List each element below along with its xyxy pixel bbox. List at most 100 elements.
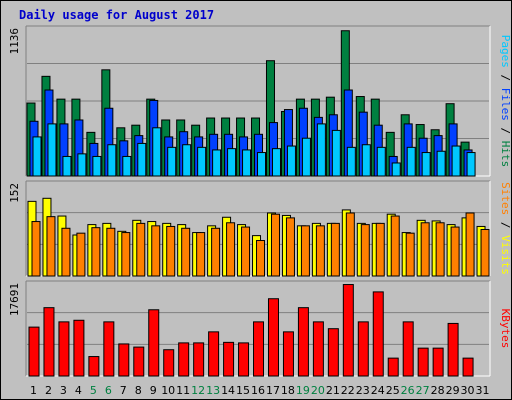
x-tick-label: 16	[251, 384, 265, 397]
x-tick-label: 12	[191, 384, 205, 397]
sites-bar	[46, 216, 56, 277]
legend-part-0-4: Hits	[499, 141, 511, 168]
kbytes-bar	[372, 291, 384, 377]
sites-bar	[151, 225, 161, 277]
sites-bar	[31, 221, 41, 277]
pages-bar	[152, 127, 162, 177]
x-tick-label: 6	[105, 384, 112, 397]
x-tick-label: 24	[371, 384, 385, 397]
pages-bar	[122, 155, 132, 177]
kbytes-bar	[223, 341, 235, 377]
x-tick-label: 30	[461, 384, 475, 397]
x-tick-label: 5	[90, 384, 97, 397]
pages-bar	[257, 152, 267, 177]
kbytes-bar	[208, 331, 220, 377]
y-max-label-0: 1136	[8, 28, 21, 55]
kbytes-bar	[267, 298, 279, 377]
x-tick-label: 27	[416, 384, 430, 397]
kbytes-bar	[282, 331, 294, 377]
sites-bar	[270, 213, 280, 277]
sites-bar	[405, 232, 415, 277]
legend-0: Pages / Files / Hits	[499, 35, 511, 168]
pages-bar	[47, 123, 57, 177]
pages-bar	[301, 137, 311, 177]
legend-1: Sites / Visits	[499, 182, 511, 275]
sites-bar	[420, 222, 430, 277]
sites-bar	[390, 215, 400, 277]
x-tick-label: 10	[161, 384, 175, 397]
pages-bar	[212, 149, 222, 177]
sites-bar	[121, 232, 131, 277]
kbytes-bar	[432, 347, 444, 377]
kbytes-bar	[118, 343, 130, 377]
pages-bar	[107, 144, 117, 177]
pages-bar	[451, 145, 461, 177]
legend-part-2-0: KBytes	[499, 309, 511, 349]
sites-bar	[211, 227, 221, 277]
sites-bar	[435, 222, 445, 277]
x-tick-label: 19	[296, 384, 310, 397]
kbytes-bar	[462, 357, 474, 377]
kbytes-bar	[133, 346, 145, 377]
kbytes-bar	[193, 342, 205, 377]
x-tick-label: 1	[30, 384, 37, 397]
kbytes-bar	[297, 307, 309, 377]
sites-bar	[196, 232, 206, 277]
pages-bar	[32, 136, 42, 177]
x-tick-label: 18	[281, 384, 295, 397]
sites-bar	[61, 227, 71, 277]
sites-bar	[480, 229, 490, 277]
sites-bar	[375, 222, 385, 277]
sites-bar	[106, 227, 116, 277]
x-tick-label: 29	[446, 384, 460, 397]
x-tick-label: 3	[60, 384, 67, 397]
pages-bar	[421, 152, 431, 177]
legend-part-0-2: Files	[499, 88, 511, 121]
pages-bar	[182, 144, 192, 177]
kbytes-bar	[312, 321, 324, 377]
sites-bar	[345, 212, 355, 277]
legend-part-1-0: Sites	[499, 182, 511, 215]
x-tick-label: 25	[386, 384, 400, 397]
kbytes-bar	[178, 342, 190, 377]
legend-part-0-1: /	[499, 68, 511, 88]
pages-bar	[406, 146, 416, 177]
pages-bar	[361, 144, 371, 177]
pages-bar	[227, 148, 237, 177]
sites-bar	[315, 225, 325, 277]
sites-bar	[450, 226, 460, 277]
sites-bar	[136, 222, 146, 277]
x-tick-label: 26	[401, 384, 415, 397]
kbytes-bar	[28, 326, 40, 377]
x-tick-label: 20	[311, 384, 325, 397]
y-max-label-2: 17691	[8, 283, 21, 316]
pages-bar	[376, 146, 386, 177]
chart-title: Daily usage for August 2017	[19, 8, 215, 22]
kbytes-bar	[163, 349, 175, 377]
pages-bar	[197, 146, 207, 177]
kbytes-bar	[447, 322, 459, 377]
x-tick-label: 9	[150, 384, 157, 397]
sites-bar	[300, 225, 310, 277]
pages-bar	[436, 150, 446, 177]
pages-bar	[167, 146, 177, 177]
sites-bar	[285, 217, 295, 277]
x-tick-label: 8	[135, 384, 142, 397]
kbytes-bar	[327, 328, 339, 377]
kbytes-bar	[387, 357, 399, 377]
legend-2: KBytes	[499, 309, 511, 349]
sites-bar	[360, 224, 370, 277]
kbytes-bar	[58, 321, 70, 377]
x-tick-label: 4	[75, 384, 82, 397]
pages-bar	[242, 149, 252, 177]
kbytes-bar	[73, 319, 85, 377]
x-tick-label: 17	[266, 384, 280, 397]
pages-bar	[271, 148, 281, 177]
x-tick-label: 11	[176, 384, 190, 397]
kbytes-bar	[88, 356, 100, 377]
pages-bar	[77, 153, 87, 177]
sites-bar	[181, 227, 191, 277]
sites-bar	[76, 232, 86, 277]
